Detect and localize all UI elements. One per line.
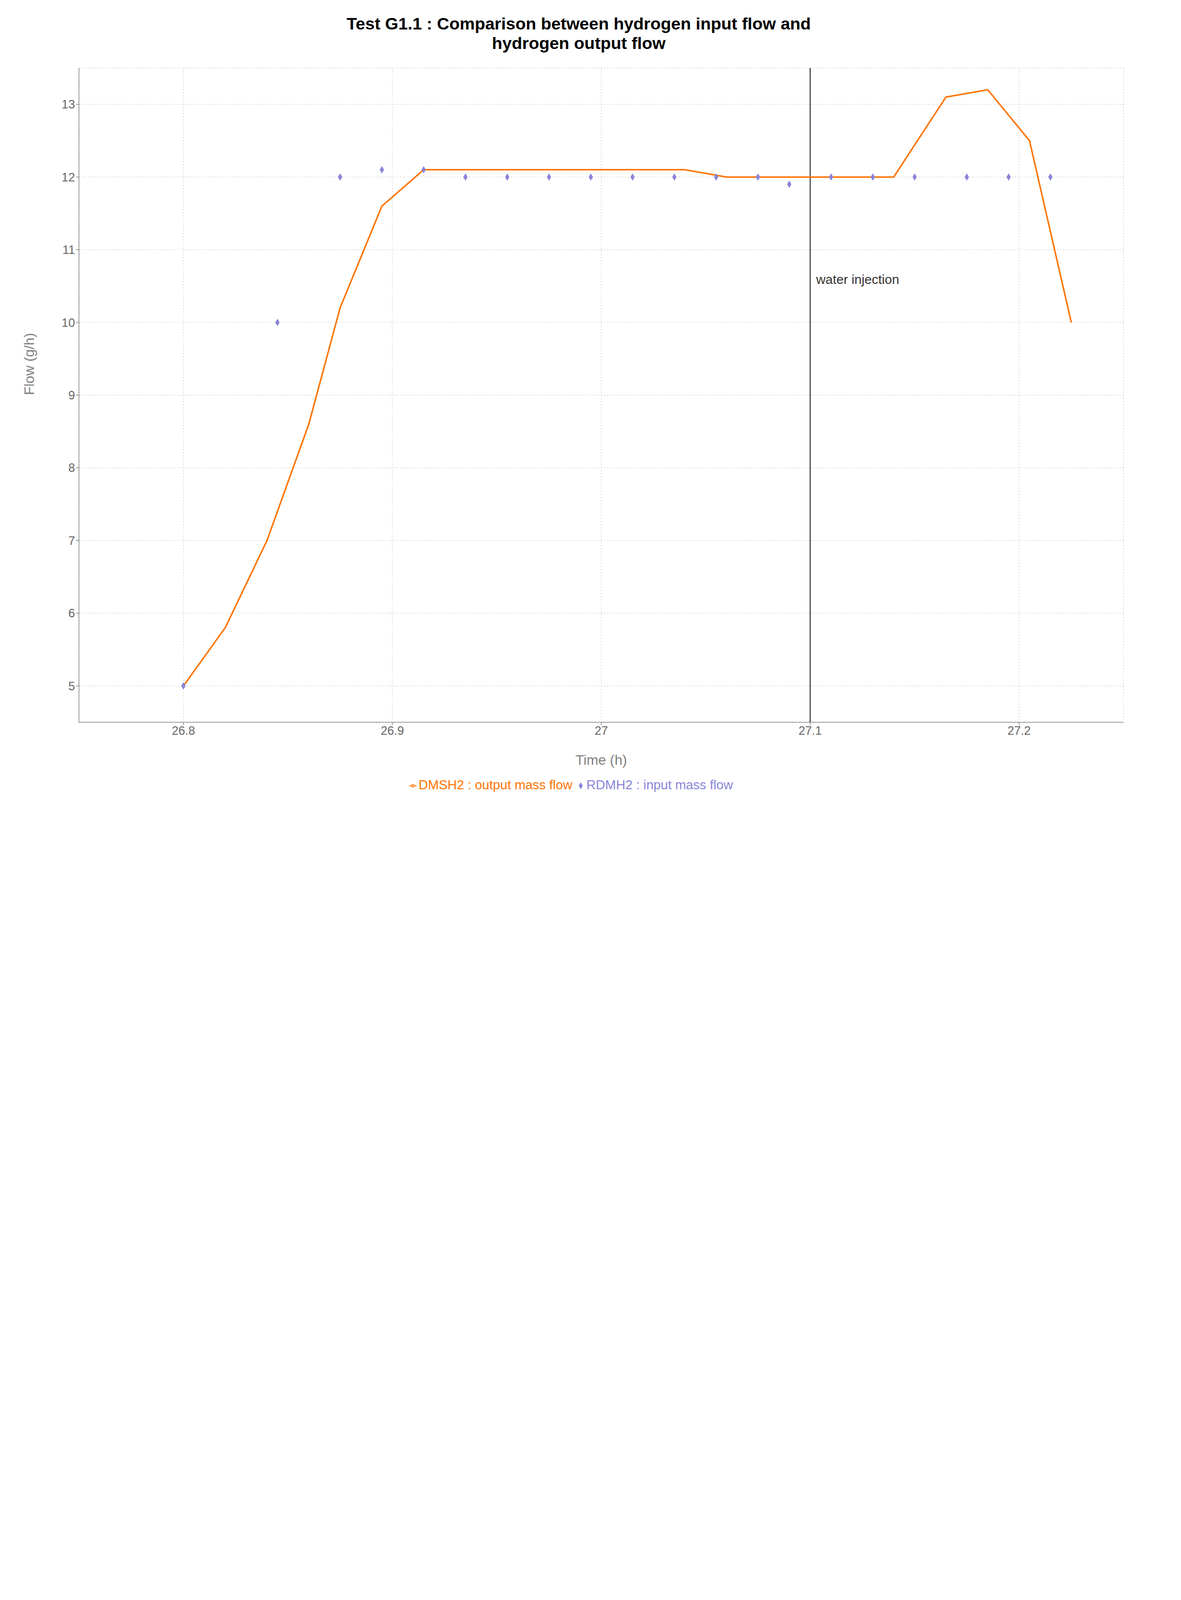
- html-text:hydrogen output flow: hydrogen output flow: [491, 33, 666, 53]
- svg-text:Flow (g/h): Flow (g/h): [21, 332, 37, 395]
- svg-text:9: 9: [68, 388, 75, 402]
- html-text:RDMH2 : input mass flow: RDMH2 : input mass flow: [586, 777, 733, 793]
- svg-text:7: 7: [68, 533, 75, 548]
- svg-text:10: 10: [61, 315, 75, 330]
- svg-text:27.1: 27.1: [798, 723, 823, 738]
- svg-text:11: 11: [62, 242, 75, 257]
- svg-text:26.9: 26.9: [380, 723, 405, 738]
- svg-text:12: 12: [61, 170, 75, 184]
- html-text:DMSH2 : output mass flow: DMSH2 : output mass flow: [418, 777, 573, 793]
- svg-text:6: 6: [68, 606, 75, 620]
- svg-text:13: 13: [61, 97, 75, 111]
- html-text:Test G1.1 : Comparison between: Test G1.1 : Comparison between hydrogen …: [346, 13, 811, 33]
- svg-text:water injection: water injection: [815, 271, 900, 287]
- svg-text:27.2: 27.2: [1007, 723, 1032, 738]
- svg-text:5: 5: [68, 679, 75, 693]
- svg-text:Time (h): Time (h): [575, 752, 627, 768]
- svg-text:26.8: 26.8: [171, 723, 196, 738]
- svg-text:27: 27: [594, 723, 609, 738]
- svg-text:8: 8: [68, 460, 75, 475]
